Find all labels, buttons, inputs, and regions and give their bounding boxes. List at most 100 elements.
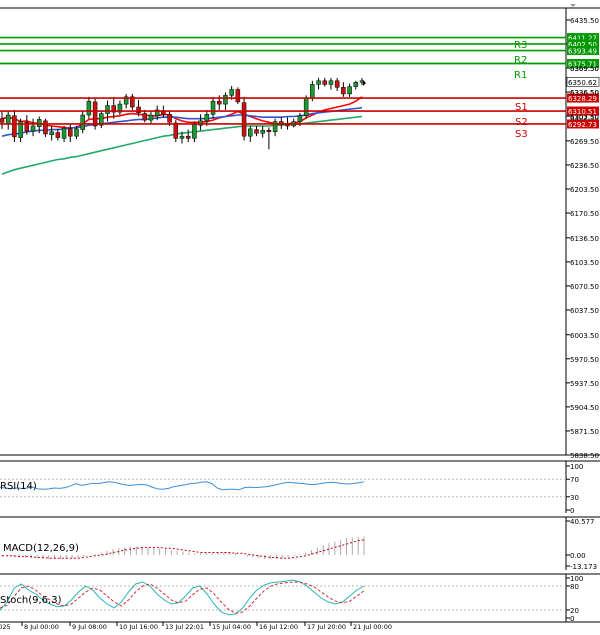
level-price-tag: 6375.71 bbox=[567, 58, 599, 68]
candle-body bbox=[310, 84, 315, 99]
candle-body bbox=[130, 96, 135, 108]
price-tick-label: 6236.50 bbox=[570, 162, 599, 170]
time-tick-label: 9 Jul 08:00 bbox=[72, 623, 107, 631]
level-price-tag-text: 6402.50 bbox=[568, 41, 597, 49]
main-price-panel: 6435.50 6402.50 6369.50 6336.50 6303.50 6269.… bbox=[0, 4, 600, 460]
candle-body bbox=[266, 130, 272, 133]
level-price-tag: 6292.73 bbox=[567, 119, 599, 129]
level-price-tag-text: 6375.71 bbox=[568, 60, 597, 68]
level-name-label: R2 bbox=[514, 55, 527, 66]
candle-body bbox=[241, 102, 247, 137]
candle-body bbox=[297, 115, 303, 122]
candle-body bbox=[229, 89, 234, 96]
stoch-tick-label: 20 bbox=[570, 607, 579, 615]
current-price-tag: 6350.62 bbox=[566, 76, 600, 87]
price-tick-label: 5937.50 bbox=[570, 380, 599, 388]
candle-body bbox=[154, 109, 160, 117]
candle-body bbox=[272, 121, 278, 133]
stoch-tick-label: 0 bbox=[570, 615, 574, 623]
price-tick-label: 6303.50 bbox=[570, 113, 599, 121]
candle-body bbox=[260, 130, 265, 134]
level-name-label: S2 bbox=[515, 117, 528, 128]
rsi-panel[interactable]: 100 70 30 0 RSI(14) bbox=[0, 463, 583, 515]
stoch-title: Stoch(9,6,3) bbox=[0, 595, 62, 606]
candle-body bbox=[254, 129, 259, 134]
level-price-tag: 6328.29 bbox=[567, 93, 599, 103]
level-price-tag-text: 6393.49 bbox=[568, 48, 597, 56]
candle-body bbox=[49, 131, 54, 135]
price-tick-label: 6003.50 bbox=[570, 332, 599, 340]
candle-body bbox=[105, 105, 110, 114]
price-tick-label: 6269.50 bbox=[570, 138, 599, 146]
rsi-tick-label: 100 bbox=[570, 463, 583, 471]
time-tick-label: 7 Jul 2025 bbox=[0, 623, 11, 631]
candle-body bbox=[216, 100, 222, 105]
last-price-marker-icon bbox=[363, 80, 366, 86]
price-tick-label: 5871.50 bbox=[570, 428, 599, 436]
candle-body bbox=[303, 98, 309, 117]
candle-body bbox=[248, 128, 253, 137]
price-tick-label: 6070.50 bbox=[570, 283, 599, 291]
macd-tick-label: -13.173 bbox=[570, 563, 597, 571]
candle-body bbox=[204, 114, 210, 122]
candle-body bbox=[148, 114, 154, 121]
candle-body bbox=[86, 100, 92, 116]
price-tick-label: 6203.50 bbox=[570, 186, 599, 194]
candle-body bbox=[24, 122, 30, 132]
candle-body bbox=[36, 119, 42, 127]
candle-body bbox=[0, 118, 5, 123]
candle-body bbox=[111, 105, 116, 113]
candle-body bbox=[80, 114, 85, 130]
level-price-tag: 6310.51 bbox=[567, 106, 599, 116]
candle-body bbox=[334, 80, 340, 88]
price-tick-label: 6435.50 bbox=[570, 17, 599, 25]
price-tick-label: 6037.50 bbox=[570, 307, 599, 315]
level-price-tag: 6411.27 bbox=[567, 33, 599, 43]
level-price-tag-bg bbox=[567, 39, 599, 49]
time-tick-label: 13 Jul 22:01 bbox=[165, 623, 204, 631]
candle-body bbox=[43, 120, 48, 135]
candle-body bbox=[92, 101, 98, 127]
rsi-tick-label: 70 bbox=[570, 476, 579, 484]
candle-body bbox=[117, 103, 123, 113]
candle-body bbox=[173, 122, 179, 139]
candle-body bbox=[55, 132, 61, 138]
time-tick-label: 21 Jul 00:00 bbox=[353, 623, 392, 631]
candle-body bbox=[99, 113, 104, 126]
candle-body bbox=[167, 114, 172, 123]
time-tick-label: 15 Jul 04:00 bbox=[212, 623, 251, 631]
macd-tick-label: 0.00 bbox=[570, 552, 586, 560]
macd-panel[interactable]: 40.577 0.00 -13.173 MACD(12,26,9) bbox=[1, 518, 597, 571]
candle-body bbox=[123, 96, 129, 105]
price-label: 6302.50 bbox=[570, 114, 599, 122]
level-price-tag-text: 6310.51 bbox=[568, 108, 597, 116]
candle-body bbox=[12, 115, 17, 138]
price-tick-label: 6103.50 bbox=[570, 259, 599, 267]
rsi-tick-label: 0 bbox=[570, 507, 574, 515]
time-tick-label: 16 Jul 12:00 bbox=[259, 623, 298, 631]
price-tick-label: 5838.50 bbox=[570, 452, 599, 460]
panel-frames bbox=[0, 7, 600, 623]
macd-signal-line bbox=[2, 539, 365, 559]
price-tick-label: 5970.50 bbox=[570, 356, 599, 364]
candle-body bbox=[322, 80, 328, 85]
price-tick-label: 5904.50 bbox=[570, 404, 599, 412]
time-tick-label: 8 Jul 00:00 bbox=[24, 623, 59, 631]
candle-body bbox=[235, 89, 241, 103]
level-price-tag-text: 6292.73 bbox=[568, 121, 597, 129]
candle-body bbox=[192, 124, 197, 139]
candle-body bbox=[223, 95, 228, 105]
price-label: 6369.50 bbox=[570, 65, 599, 73]
price-tick-label: 6336.50 bbox=[570, 89, 599, 97]
candle-body bbox=[341, 87, 346, 95]
level-price-tag-bg bbox=[567, 106, 599, 116]
stoch-tick-label: 100 bbox=[570, 575, 583, 583]
level-name-label: S1 bbox=[515, 102, 528, 113]
level-name-label: R1 bbox=[514, 70, 527, 81]
candle-body bbox=[179, 135, 185, 139]
time-tick-label: 17 Jul 20:00 bbox=[307, 623, 346, 631]
candle-body bbox=[30, 125, 36, 132]
